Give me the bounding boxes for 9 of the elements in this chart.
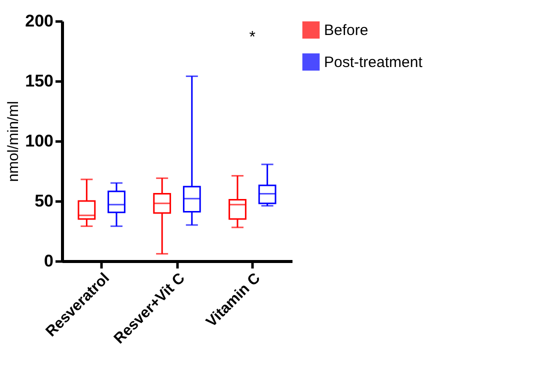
annotation: * — [249, 29, 256, 46]
y-tick-label: 50 — [34, 192, 54, 210]
y-axis-title: nmol/min/ml — [5, 101, 22, 182]
legend-label: Before — [324, 22, 368, 39]
legend-label: Post-treatment — [324, 54, 424, 71]
y-tick-label: 0 — [44, 252, 54, 270]
y-tick-label: 150 — [25, 72, 54, 90]
y-tick-label: 200 — [25, 12, 54, 30]
y-tick-label: 100 — [25, 132, 54, 150]
